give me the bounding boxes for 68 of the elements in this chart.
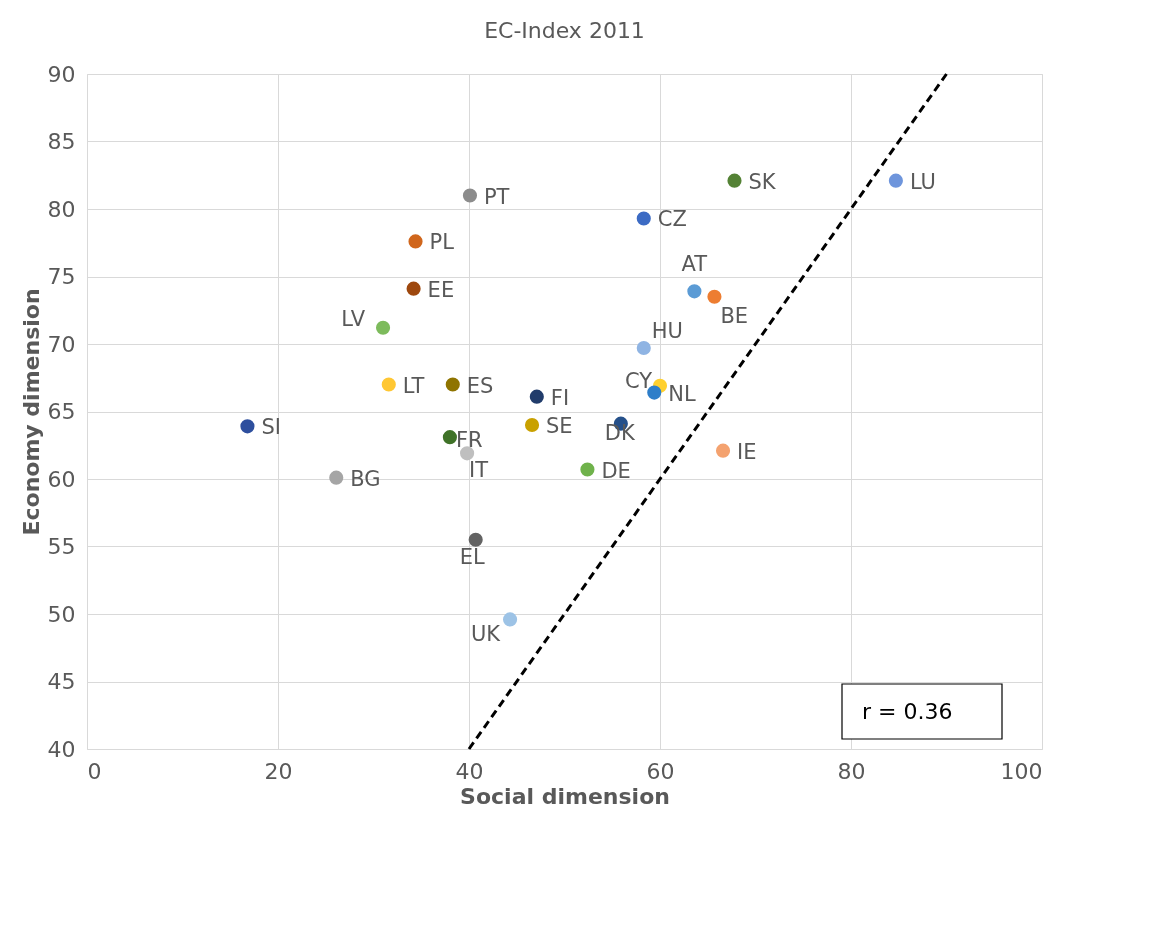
annotation: EL bbox=[459, 544, 485, 569]
annotation: DE bbox=[601, 458, 631, 483]
annotation: CZ bbox=[657, 207, 687, 232]
x-tick-label: 100 bbox=[1000, 758, 1043, 784]
y-tick-label: 55 bbox=[47, 534, 76, 559]
point bbox=[329, 470, 344, 485]
point bbox=[406, 281, 421, 296]
y-tick-label: 90 bbox=[47, 61, 76, 87]
chart-title: EC-Index 2011 bbox=[484, 18, 645, 43]
x-tick-label: 20 bbox=[264, 758, 293, 784]
y-tick-label: 85 bbox=[47, 129, 76, 154]
point bbox=[462, 188, 478, 203]
y-tick-label: 65 bbox=[47, 399, 76, 424]
annotation: BG bbox=[350, 466, 381, 491]
annotation: SE bbox=[546, 414, 573, 438]
point bbox=[715, 443, 731, 458]
point bbox=[502, 612, 518, 627]
y-tick-label: 50 bbox=[47, 601, 76, 627]
point bbox=[580, 462, 595, 477]
annotation: AT bbox=[681, 252, 708, 277]
x-tick-label: 40 bbox=[455, 758, 484, 784]
annotation: CY bbox=[624, 368, 653, 393]
annotation: LU bbox=[909, 169, 936, 194]
x-tick-label: 0 bbox=[87, 758, 102, 784]
y-tick-label: 45 bbox=[47, 669, 76, 694]
point bbox=[442, 430, 457, 445]
x-axis-title: Social dimension bbox=[460, 783, 670, 809]
annotation: SI bbox=[261, 415, 281, 440]
annotation: ES bbox=[466, 373, 494, 398]
point bbox=[524, 417, 540, 433]
annotation: IT bbox=[469, 458, 489, 483]
y-tick-label: 70 bbox=[47, 331, 76, 357]
annotation: UK bbox=[470, 622, 502, 647]
x-tick-label: 60 bbox=[646, 758, 675, 784]
point bbox=[240, 419, 255, 434]
x-tick-label: 80 bbox=[837, 758, 866, 784]
annotation: PT bbox=[483, 184, 510, 209]
point bbox=[636, 211, 651, 226]
annotation: BE bbox=[720, 303, 749, 328]
point bbox=[375, 320, 391, 335]
point bbox=[636, 340, 651, 356]
point bbox=[468, 532, 483, 547]
point bbox=[408, 234, 423, 249]
y-tick-label: 40 bbox=[47, 736, 76, 762]
annotation: SK bbox=[748, 169, 777, 194]
annotation: LT bbox=[402, 373, 425, 398]
annotation: HU bbox=[651, 319, 683, 344]
annotation: FI bbox=[550, 385, 570, 410]
point bbox=[727, 173, 742, 188]
annotation: DK bbox=[604, 420, 637, 445]
annotation: FR bbox=[455, 428, 483, 453]
annotation: IE bbox=[737, 439, 757, 464]
point bbox=[381, 377, 396, 392]
y-tick-label: 60 bbox=[47, 466, 76, 492]
annotation: EE bbox=[427, 277, 455, 302]
y-tick-label: 75 bbox=[47, 264, 76, 289]
y-tick-label: 80 bbox=[47, 196, 76, 222]
point bbox=[888, 173, 903, 188]
point bbox=[529, 389, 544, 404]
point bbox=[707, 289, 722, 304]
point bbox=[460, 446, 475, 461]
annotation: PL bbox=[429, 230, 455, 255]
point bbox=[445, 377, 460, 392]
annotation: LV bbox=[341, 306, 366, 331]
y-axis-title: Economy dimension bbox=[18, 288, 44, 536]
point bbox=[687, 284, 702, 299]
annotation: NL bbox=[668, 381, 696, 406]
annotation: r = 0.36 bbox=[862, 699, 953, 724]
